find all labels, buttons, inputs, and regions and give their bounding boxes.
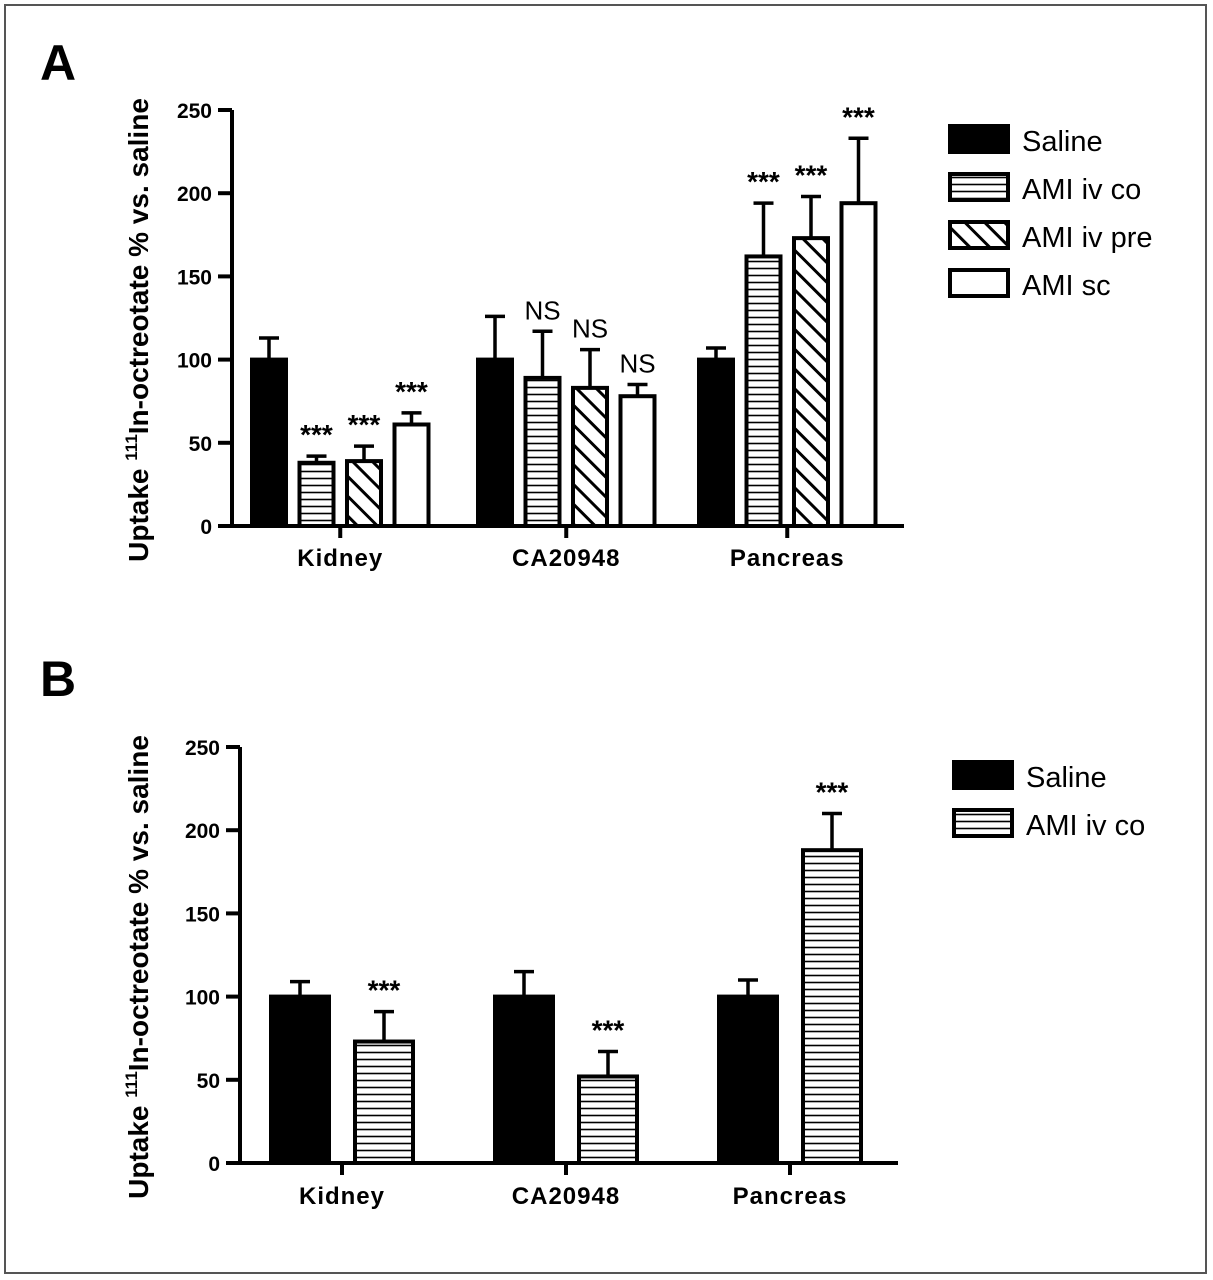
chart-panel-b: B Uptake 111In-octreotate % vs. saline 0 50… [40, 651, 1145, 1210]
y-axis-title-prefix: Uptake [123, 1098, 154, 1199]
significance-label: *** [816, 777, 849, 808]
legend: Saline AMI iv co AMI iv pre AMI sc [948, 124, 1153, 302]
legend-swatch [952, 760, 1014, 790]
significance-label: NS [619, 349, 655, 379]
legend-label: AMI iv co [1026, 810, 1145, 842]
y-tick-label: 100 [185, 987, 220, 1010]
y-tick-label: 50 [197, 1070, 220, 1093]
y-axis-title: Uptake 111In-octreotate % vs. saline [122, 98, 154, 562]
bar-ca20948-ami-iv-co [523, 375, 562, 528]
legend-swatch [948, 268, 1010, 298]
bar-ca20948-ami-iv-co [577, 1074, 639, 1166]
legend-swatch [948, 124, 1010, 154]
bar-ca20948-saline [493, 994, 555, 1165]
y-tick-label: 250 [185, 737, 220, 760]
y-axis-title-superscript: 111 [122, 1071, 141, 1098]
bar-pancreas-ami-iv-pre [792, 236, 830, 529]
x-category-label: Pancreas [733, 1183, 848, 1210]
x-category-label: CA20948 [512, 545, 620, 572]
y-tick-label: 0 [200, 516, 212, 539]
legend-swatch [948, 220, 1010, 250]
significance-label: *** [842, 101, 875, 132]
legend-swatch [952, 808, 1014, 838]
bar-kidney-saline [269, 994, 331, 1165]
significance-label: NS [572, 314, 608, 344]
bar-kidney-ami-iv-pre [345, 459, 383, 529]
x-category-label: Kidney [299, 1183, 385, 1210]
significance-label: *** [395, 376, 428, 407]
y-tick-label: 200 [185, 820, 220, 843]
legend-label: AMI iv co [1022, 174, 1141, 206]
bar-kidney-saline [250, 357, 288, 528]
legend-label: Saline [1022, 126, 1103, 158]
significance-label: NS [524, 295, 560, 325]
legend-label: AMI sc [1022, 270, 1111, 302]
legend: Saline AMI iv co [952, 760, 1145, 842]
y-axis-title: Uptake 111In-octreotate % vs. saline [122, 735, 154, 1199]
significance-label: *** [795, 160, 828, 191]
significance-label: *** [747, 166, 780, 197]
bar-ca20948-ami-iv-pre [571, 385, 609, 528]
y-tick-label: 250 [177, 100, 212, 123]
x-category-label: Kidney [297, 545, 383, 572]
x-category-label: Pancreas [730, 545, 845, 572]
y-axis-title-main: In-octreotate % vs. saline [123, 98, 154, 434]
significance-label: *** [348, 409, 381, 440]
legend-label: Saline [1026, 762, 1107, 794]
bar-pancreas-ami-iv-co [744, 254, 783, 528]
bar-ca20948-ami-sc [618, 394, 657, 529]
legend-swatch [948, 172, 1010, 202]
bar-kidney-ami-iv-co [353, 1039, 415, 1165]
y-axis-title-superscript: 111 [122, 434, 141, 461]
bar-kidney-ami-sc [392, 422, 431, 528]
bar-kidney-ami-iv-co [297, 460, 336, 529]
y-tick-label: 50 [189, 433, 212, 456]
bar-pancreas-ami-sc [839, 201, 878, 529]
bar-pancreas-saline [717, 994, 779, 1165]
figure-frame: A Uptake 111In-octreotate % vs. saline 0 50… [4, 4, 1207, 1274]
y-tick-label: 200 [177, 183, 212, 206]
y-tick-label: 0 [208, 1153, 220, 1176]
x-category-label: CA20948 [512, 1183, 620, 1210]
panel-label: A [40, 35, 76, 91]
significance-label: *** [300, 419, 333, 450]
y-axis-title-prefix: Uptake [123, 461, 154, 562]
panel-label: B [40, 651, 76, 707]
significance-label: *** [368, 975, 401, 1006]
significance-label: *** [592, 1015, 625, 1046]
y-tick-label: 150 [177, 266, 212, 289]
bar-pancreas-ami-iv-co [801, 848, 863, 1166]
chart-panel-a: A Uptake 111In-octreotate % vs. saline 0 50… [40, 35, 1153, 572]
y-tick-label: 100 [177, 350, 212, 373]
bar-pancreas-saline [697, 357, 735, 528]
y-axis-title-main: In-octreotate % vs. saline [123, 735, 154, 1071]
bar-ca20948-saline [476, 357, 514, 528]
y-tick-label: 150 [185, 903, 220, 926]
legend-label: AMI iv pre [1022, 222, 1153, 254]
